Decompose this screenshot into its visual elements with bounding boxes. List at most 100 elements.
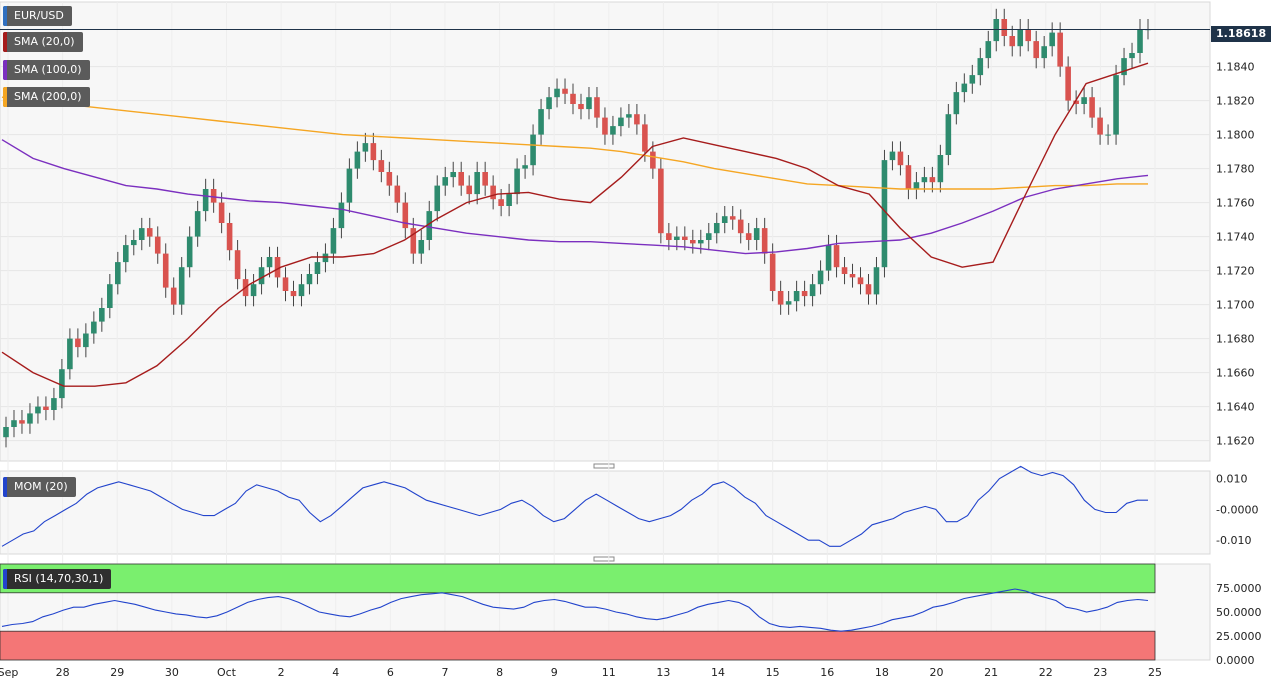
time-tick-label: 7	[441, 666, 448, 679]
time-tick-label: 8	[496, 666, 503, 679]
symbol-tag[interactable]: EUR/USD	[3, 6, 72, 26]
candle-body	[578, 104, 584, 110]
candle-body	[35, 406, 41, 414]
candle-body	[1105, 134, 1111, 136]
candle-body	[1121, 58, 1127, 76]
candle-body	[889, 151, 896, 161]
candle-body	[338, 202, 345, 229]
candle-body	[1041, 46, 1047, 59]
mom-tag[interactable]: MOM (20)	[3, 477, 76, 497]
candle-body	[490, 185, 496, 200]
sma200-tag[interactable]: SMA (200,0)	[3, 87, 90, 107]
candle-body	[626, 114, 632, 118]
time-tick-label: 14	[711, 666, 725, 679]
sma20-label: SMA (20,0)	[14, 35, 75, 48]
price-tick-label: 1.1720	[1216, 265, 1255, 278]
time-tick-label: 4	[332, 666, 339, 679]
candle-body	[418, 240, 425, 254]
candle-body	[99, 308, 105, 322]
candle-body	[793, 291, 800, 302]
candle-body	[674, 236, 680, 240]
candle-body	[905, 165, 912, 189]
time-tick-label: 28	[56, 666, 70, 679]
sma20-line	[1, 62, 1149, 387]
candle-body	[737, 219, 744, 234]
candle-body	[394, 185, 401, 203]
candle-body	[522, 165, 528, 169]
candle-body	[378, 160, 385, 172]
price-tick-label: 1.1660	[1216, 367, 1255, 380]
candle-body	[937, 155, 944, 183]
candle-body	[1001, 19, 1008, 36]
candle-body	[666, 233, 672, 240]
candle-body	[618, 117, 624, 127]
sma100-line	[1, 139, 1149, 255]
candle-body	[458, 172, 464, 186]
rsi-tick-label: 25.0000	[1216, 630, 1262, 643]
candle-body	[690, 240, 696, 244]
rsi-tick-label: 0.0000	[1216, 654, 1255, 667]
momentum-pane	[0, 470, 1211, 555]
candle-body	[961, 83, 968, 93]
candle-body	[546, 97, 552, 110]
time-tick-label: 15	[766, 666, 780, 679]
candle-body	[921, 177, 928, 183]
time-tick-label: 21	[984, 666, 998, 679]
candle-body	[19, 420, 25, 424]
rsi-tick-label: 50.0000	[1216, 606, 1262, 619]
momentum-tick-label: -0.0000	[1216, 503, 1258, 516]
candle-body	[881, 160, 888, 268]
sma100-tag[interactable]: SMA (100,0)	[3, 60, 90, 80]
momentum-tick-label: 0.010	[1216, 473, 1248, 486]
candle-body	[298, 284, 305, 297]
candle-body	[130, 240, 137, 246]
candle-body	[402, 202, 409, 229]
rsi-line	[1, 588, 1149, 632]
rsi-tick-label: 75.0000	[1216, 582, 1262, 595]
candle-body	[953, 92, 960, 115]
price-tick-label: 1.1840	[1216, 61, 1255, 74]
candle-body	[226, 223, 233, 251]
candle-body	[562, 88, 568, 94]
last-price-tag: 1.18618	[1211, 26, 1272, 42]
time-tick-label: 22	[1039, 666, 1053, 679]
candle-body	[785, 301, 792, 305]
time-tick-label: 20	[930, 666, 944, 679]
candle-body	[1065, 66, 1071, 101]
candle-body	[642, 124, 648, 152]
candle-body	[466, 185, 472, 195]
candle-body	[258, 267, 265, 285]
candle-body	[761, 228, 768, 254]
candle-body	[586, 97, 592, 110]
candle-body	[945, 114, 952, 155]
time-tick-label: 25	[1148, 666, 1162, 679]
time-tick-label: 9	[551, 666, 558, 679]
candle-body	[107, 284, 113, 308]
price-tick-label: 1.1780	[1216, 163, 1255, 176]
candle-body	[969, 75, 976, 84]
candle-body	[777, 291, 784, 305]
candle-body	[993, 19, 1000, 42]
candle-body	[602, 117, 608, 135]
candle-body	[897, 151, 904, 166]
rsi-tag[interactable]: RSI (14,70,30,1)	[3, 569, 112, 589]
candle-body	[410, 228, 417, 254]
candle-body	[809, 284, 816, 297]
price-tick-label: 1.1800	[1216, 129, 1255, 142]
candle-body	[314, 262, 321, 274]
candle-body	[825, 245, 832, 271]
candle-body	[306, 274, 313, 285]
price-tick-label: 1.1700	[1216, 299, 1255, 312]
candle-body	[442, 177, 449, 186]
candle-body	[386, 172, 393, 186]
sma20-tag[interactable]: SMA (20,0)	[3, 32, 83, 52]
time-tick-label: Sep	[0, 666, 18, 679]
candle-body	[658, 168, 664, 234]
candle-body	[250, 284, 257, 297]
price-tick-label: 1.1820	[1216, 95, 1255, 108]
sma200-line	[1, 96, 1148, 190]
rsi-label: RSI (14,70,30,1)	[14, 572, 104, 585]
candle-body	[1089, 97, 1095, 118]
candle-body	[91, 321, 97, 334]
